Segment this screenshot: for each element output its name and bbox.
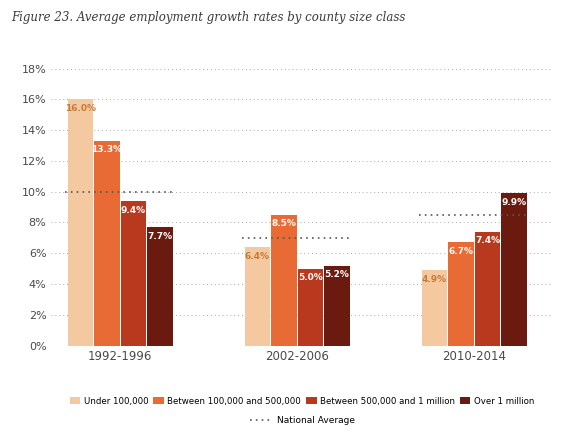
Text: 6.7%: 6.7%: [449, 247, 474, 256]
Bar: [501, 193, 527, 346]
Text: 7.7%: 7.7%: [148, 232, 173, 241]
Bar: [422, 270, 447, 346]
Bar: [67, 99, 93, 346]
Text: 8.5%: 8.5%: [271, 219, 296, 228]
Text: 9.9%: 9.9%: [502, 198, 527, 207]
Text: 16.0%: 16.0%: [65, 104, 96, 113]
Bar: [324, 265, 350, 346]
Text: 4.9%: 4.9%: [422, 275, 447, 284]
Bar: [94, 141, 120, 346]
Bar: [271, 215, 297, 346]
Text: 5.0%: 5.0%: [298, 273, 323, 282]
Bar: [121, 201, 146, 346]
Text: 5.2%: 5.2%: [324, 270, 349, 279]
Bar: [245, 247, 270, 346]
Bar: [475, 232, 500, 346]
Bar: [298, 268, 323, 346]
Bar: [448, 242, 474, 346]
Text: 9.4%: 9.4%: [121, 206, 146, 214]
Text: 7.4%: 7.4%: [475, 236, 500, 245]
Text: Figure 23. Average employment growth rates by county size class: Figure 23. Average employment growth rat…: [11, 11, 406, 24]
Text: 13.3%: 13.3%: [91, 145, 123, 155]
Text: 6.4%: 6.4%: [245, 252, 270, 260]
Legend: National Average: National Average: [246, 412, 359, 429]
Bar: [147, 227, 173, 346]
